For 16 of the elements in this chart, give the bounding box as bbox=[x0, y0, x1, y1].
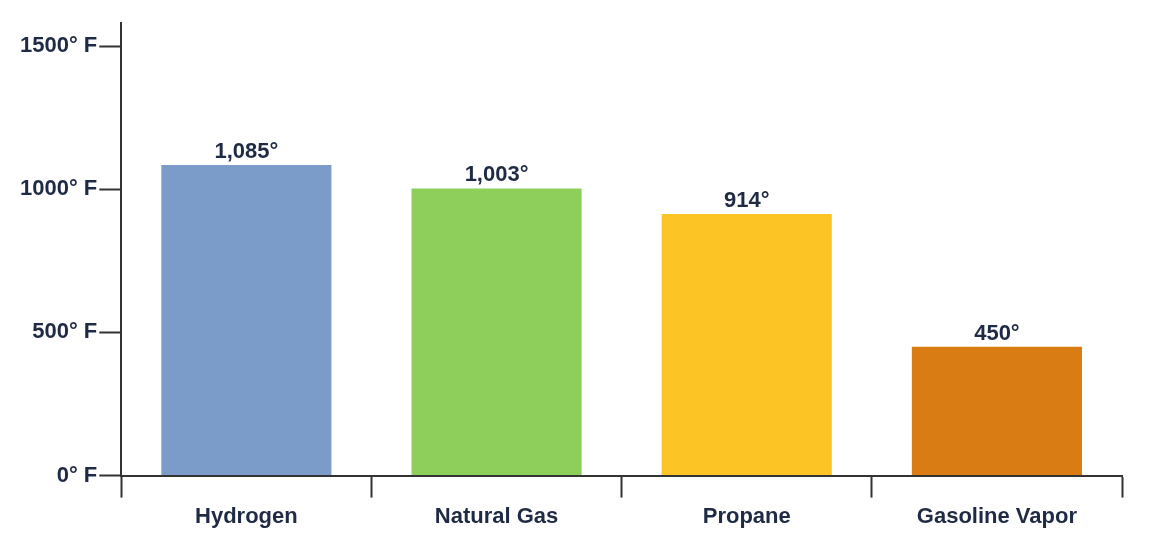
data-label: 1,085° bbox=[214, 138, 279, 163]
y-tick-label: 1500° F bbox=[19, 32, 98, 58]
data-label: 1,003° bbox=[464, 161, 529, 187]
bar bbox=[661, 213, 832, 476]
data-label: 450° bbox=[974, 319, 1020, 345]
x-tick-label: Natural Gas bbox=[434, 502, 559, 528]
bar bbox=[161, 164, 332, 476]
y-tick-label: 1000° F bbox=[19, 175, 98, 201]
y-tick-label: 0° F bbox=[56, 461, 98, 487]
y-tick-label: 500° F bbox=[32, 318, 98, 344]
bar bbox=[911, 346, 1082, 476]
x-tick-label: Propane bbox=[702, 502, 791, 528]
x-tick-label: Hydrogen bbox=[195, 502, 298, 528]
x-tick-label: Gasoline Vapor bbox=[916, 502, 1078, 528]
data-label: 914° bbox=[723, 186, 770, 212]
bar bbox=[411, 188, 582, 476]
